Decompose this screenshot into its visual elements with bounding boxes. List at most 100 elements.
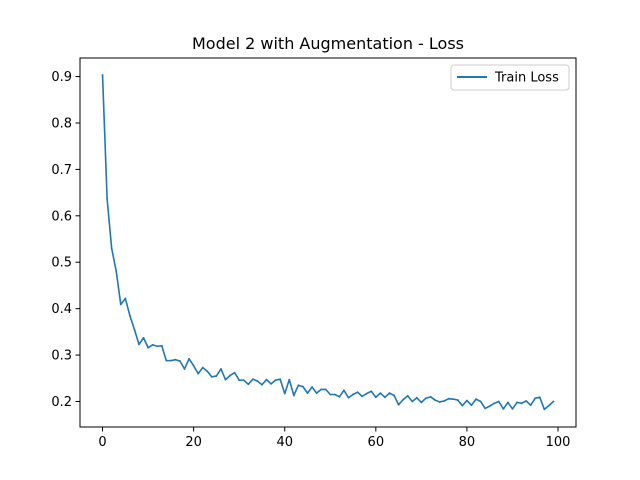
data-point <box>470 404 473 407</box>
data-point <box>374 396 377 399</box>
data-point <box>434 399 436 401</box>
data-point <box>224 378 227 381</box>
data-point <box>292 394 295 397</box>
y-tick-label: 0.7 <box>51 163 72 178</box>
data-point <box>119 303 122 306</box>
x-tick-label: 40 <box>276 435 293 450</box>
data-point <box>147 346 149 349</box>
data-point <box>188 357 190 360</box>
data-point <box>106 197 108 200</box>
data-point <box>516 401 518 404</box>
data-point <box>511 408 514 410</box>
data-point <box>192 364 195 367</box>
plot-area <box>101 74 555 411</box>
data-point <box>174 358 177 361</box>
data-point <box>156 345 159 348</box>
y-tick-label: 0.8 <box>51 116 72 131</box>
data-point <box>229 374 231 377</box>
data-point <box>265 378 268 381</box>
data-point <box>479 400 482 403</box>
data-point <box>210 375 213 378</box>
data-point <box>238 379 241 382</box>
series-line-0 <box>101 74 555 411</box>
data-point <box>393 394 395 397</box>
data-point <box>242 379 245 382</box>
legend-box <box>450 64 570 91</box>
data-point <box>538 396 541 399</box>
data-point <box>283 392 286 395</box>
data-point <box>160 344 163 347</box>
axes-frame <box>79 57 577 428</box>
data-point <box>261 383 263 386</box>
data-point <box>197 372 200 375</box>
x-tick-label: 100 <box>546 435 571 450</box>
data-point <box>370 390 373 393</box>
data-point <box>256 380 259 382</box>
data-point <box>356 391 359 394</box>
y-tick-label: 0.2 <box>51 395 72 410</box>
data-point <box>315 392 318 395</box>
data-point <box>270 382 272 385</box>
data-point <box>233 371 236 374</box>
y-tick-label: 0.9 <box>51 70 72 85</box>
data-point <box>502 408 505 410</box>
data-point <box>497 400 500 403</box>
data-point <box>520 402 523 405</box>
y-tick-label: 0.3 <box>51 349 72 364</box>
data-point <box>151 343 154 346</box>
data-point <box>456 399 459 401</box>
legend-label-train-loss: Train Loss <box>494 71 559 86</box>
x-tick-label: 60 <box>368 435 385 450</box>
data-point <box>338 395 341 398</box>
data-point <box>447 397 450 400</box>
data-point <box>507 401 509 404</box>
y-tick-label: 0.6 <box>51 209 72 224</box>
data-point <box>384 396 386 399</box>
data-point <box>215 375 218 377</box>
data-point <box>438 401 441 403</box>
data-point <box>247 383 250 386</box>
data-point <box>452 398 455 401</box>
data-point <box>306 392 309 395</box>
data-point <box>311 386 313 388</box>
data-point <box>388 392 391 395</box>
data-point <box>397 403 400 406</box>
data-point <box>179 360 181 362</box>
data-point <box>525 400 528 402</box>
data-point <box>274 379 277 382</box>
data-point <box>183 368 186 370</box>
data-point <box>142 336 145 339</box>
data-point <box>443 400 446 402</box>
data-point <box>302 385 304 388</box>
data-point <box>169 359 172 362</box>
axes: 0 20 40 60 80 100 0.2 0.3 0.4 0.5 0.6 0.7 0.8 0.9 <box>51 57 577 450</box>
chart-title: Model 2 with Augmentation - Loss <box>192 34 464 53</box>
data-point <box>415 396 418 399</box>
data-point <box>543 408 546 411</box>
data-point <box>128 314 131 317</box>
data-point <box>220 368 222 370</box>
data-point <box>206 370 209 373</box>
data-point <box>347 396 350 399</box>
data-point <box>324 388 327 391</box>
data-point <box>406 395 409 397</box>
x-tick-label: 0 <box>98 435 106 450</box>
x-tick-label: 80 <box>459 435 476 450</box>
legend: Train Loss <box>450 64 570 91</box>
data-point <box>493 402 496 405</box>
data-point <box>411 400 414 403</box>
data-point <box>333 393 336 396</box>
data-point <box>488 405 491 408</box>
data-point <box>429 395 432 398</box>
data-point <box>548 404 550 407</box>
data-point <box>138 343 140 346</box>
data-point <box>352 393 354 396</box>
data-point <box>110 247 113 250</box>
data-point <box>365 392 368 395</box>
data-point <box>329 393 332 396</box>
data-point <box>251 378 254 381</box>
data-point <box>165 359 168 362</box>
y-tick-label: 0.5 <box>51 256 72 271</box>
data-point <box>133 328 136 331</box>
